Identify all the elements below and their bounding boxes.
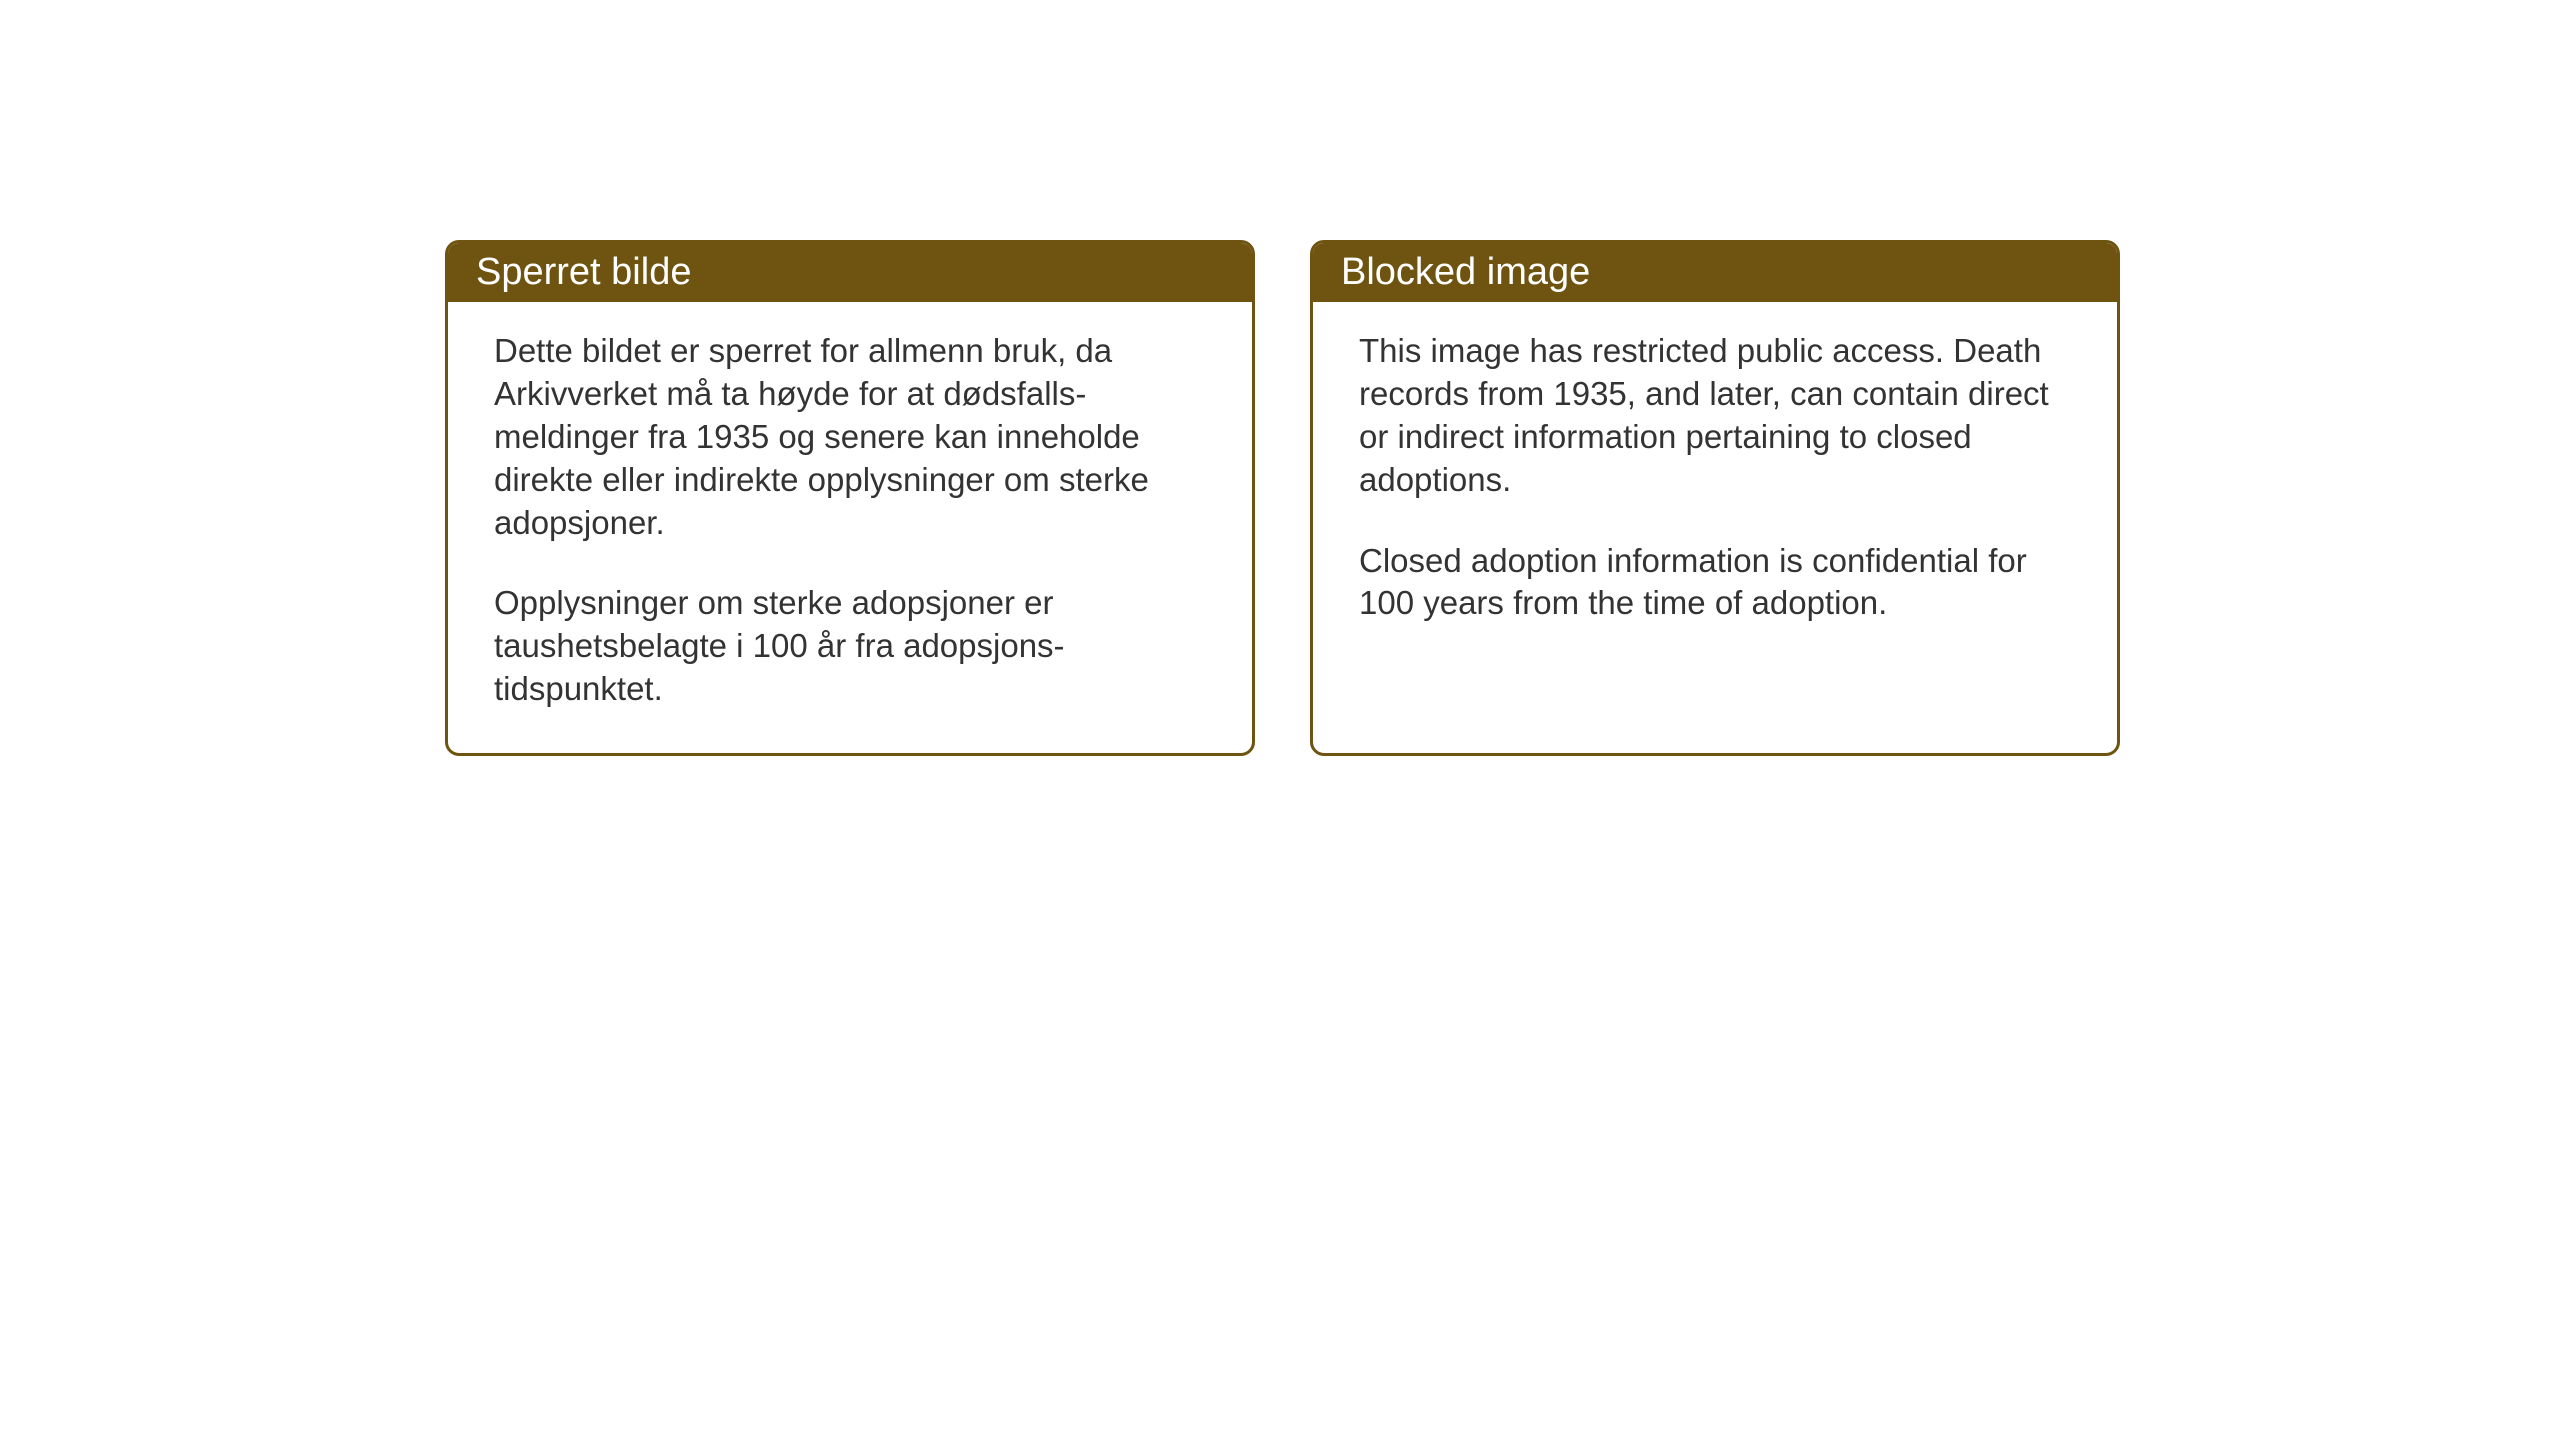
notice-container: Sperret bilde Dette bildet er sperret fo…: [445, 240, 2120, 756]
english-notice-card: Blocked image This image has restricted …: [1310, 240, 2120, 756]
english-paragraph-1: This image has restricted public access.…: [1359, 330, 2071, 502]
norwegian-notice-body: Dette bildet er sperret for allmenn bruk…: [448, 302, 1252, 753]
english-notice-title: Blocked image: [1313, 243, 2117, 302]
norwegian-notice-card: Sperret bilde Dette bildet er sperret fo…: [445, 240, 1255, 756]
norwegian-notice-title: Sperret bilde: [448, 243, 1252, 302]
english-notice-body: This image has restricted public access.…: [1313, 302, 2117, 667]
norwegian-paragraph-2: Opplysninger om sterke adopsjoner er tau…: [494, 582, 1206, 711]
norwegian-paragraph-1: Dette bildet er sperret for allmenn bruk…: [494, 330, 1206, 544]
english-paragraph-2: Closed adoption information is confident…: [1359, 540, 2071, 626]
